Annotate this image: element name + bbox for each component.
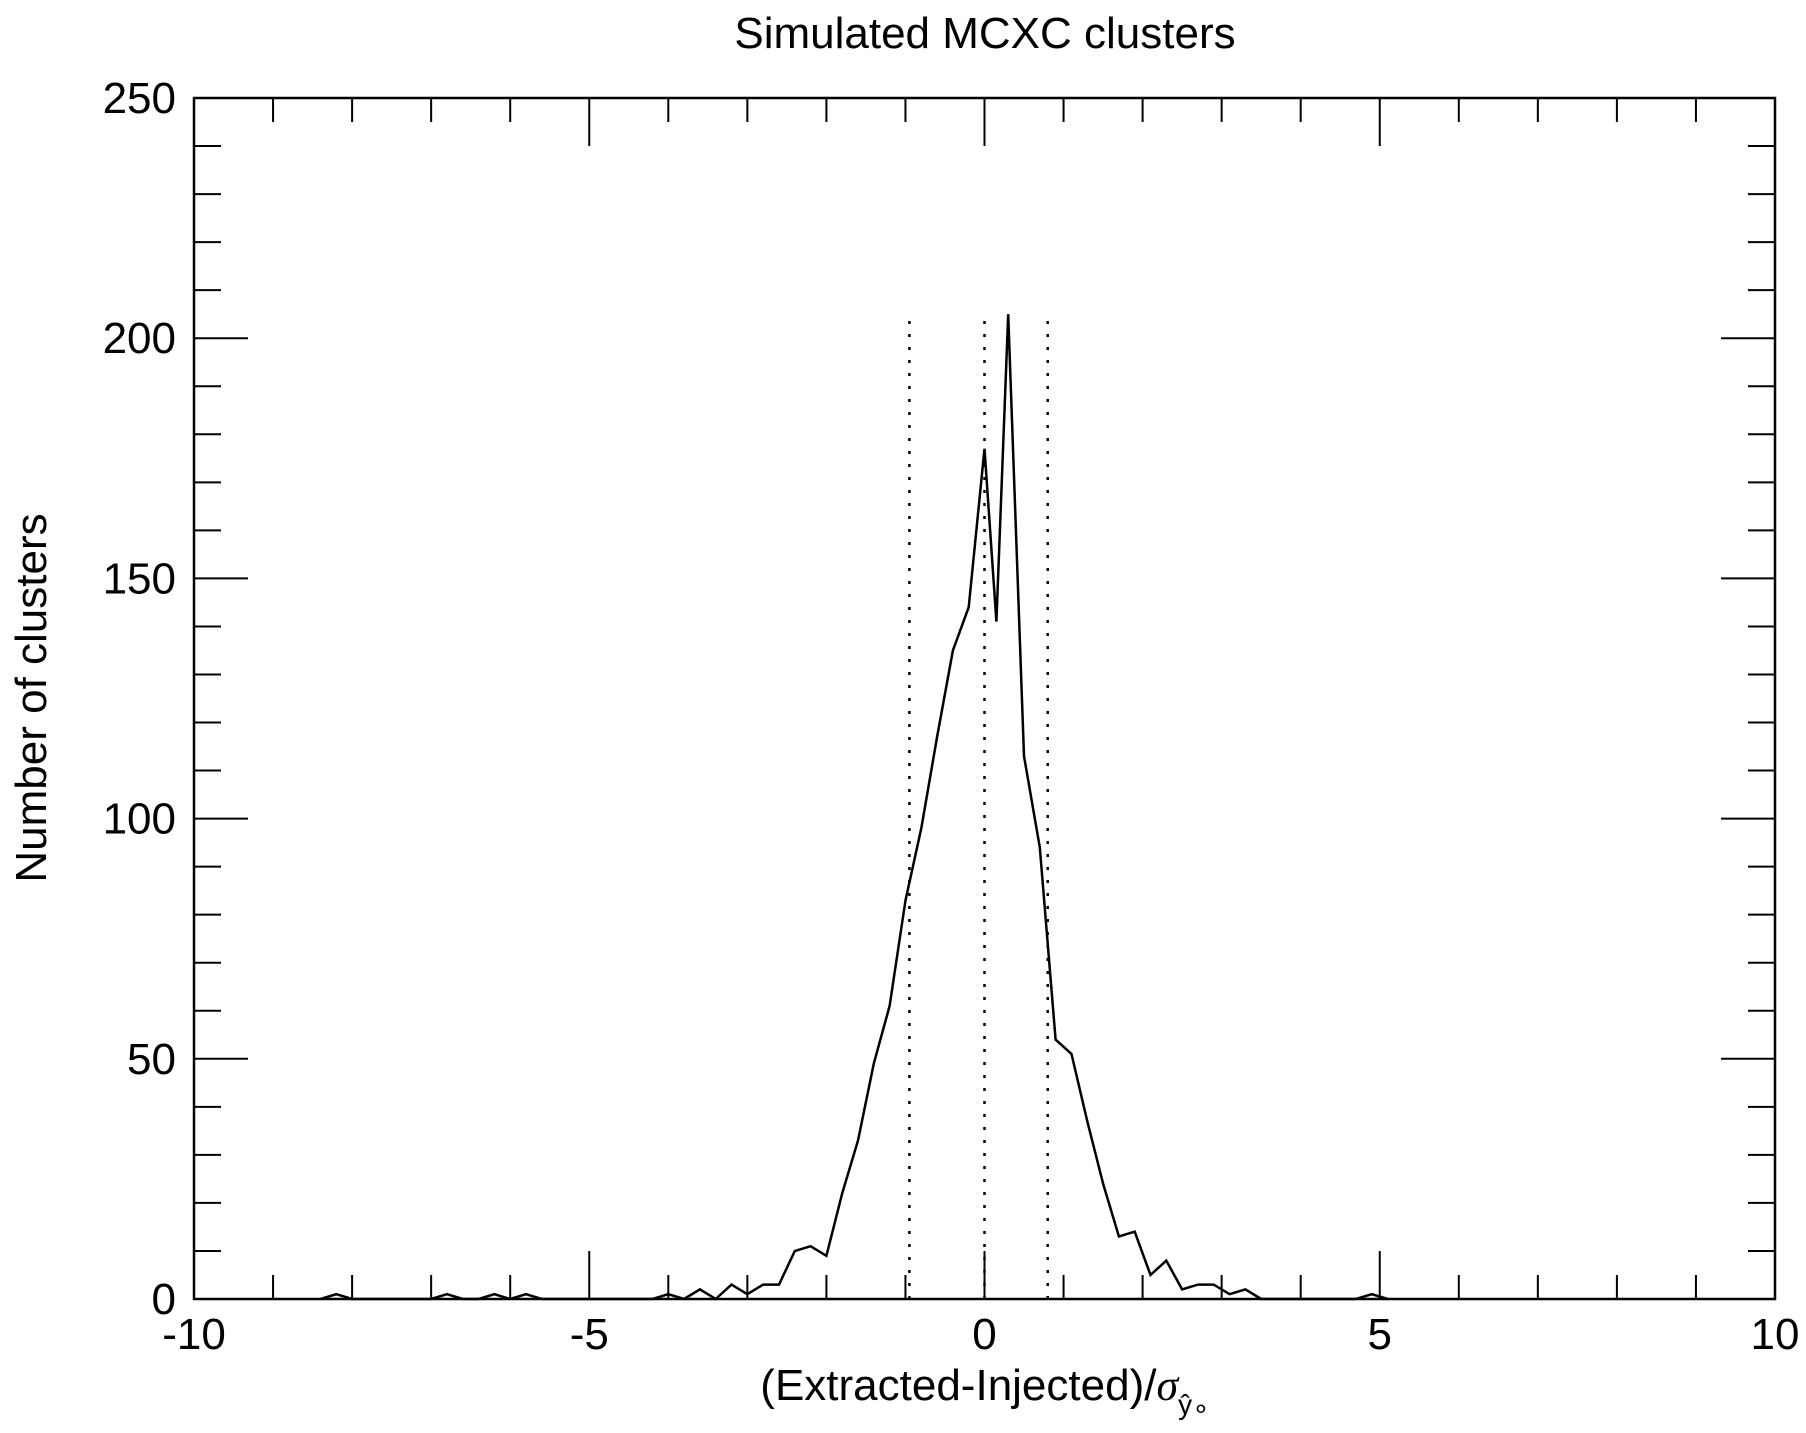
x-axis-label-subsubscript: ∘: [1192, 1393, 1210, 1424]
chart-title: Simulated MCXC clusters: [734, 9, 1235, 58]
x-tick-label: -5: [570, 1310, 609, 1359]
x-axis-label-text: (Extracted-Injected)/: [760, 1361, 1157, 1410]
x-axis-label-symbol: σ: [1156, 1361, 1180, 1410]
x-axis-label-subscript: ŷ: [1178, 1389, 1192, 1420]
x-tick-label: -10: [162, 1310, 226, 1359]
x-tick-label: 0: [972, 1310, 996, 1359]
x-tick-label: 10: [1751, 1310, 1800, 1359]
x-axis-label: (Extracted-Injected)/σŷ∘: [760, 1361, 1209, 1424]
y-axis-label: Number of clusters: [7, 513, 56, 882]
reference-lines: [908, 314, 1049, 1299]
y-tick-label: 0: [152, 1275, 176, 1324]
y-tick-label: 200: [103, 314, 176, 363]
axis-ticks: [193, 97, 1776, 1300]
y-tick-label: 100: [103, 795, 176, 844]
x-tick-label: 5: [1368, 1310, 1392, 1359]
y-tick-label: 50: [127, 1035, 176, 1084]
y-tick-label: 150: [103, 554, 176, 603]
plot-frame: [192, 96, 1777, 1301]
data-series: [320, 314, 1389, 1301]
y-tick-label: 250: [103, 74, 176, 123]
histogram-line: [320, 314, 1389, 1301]
